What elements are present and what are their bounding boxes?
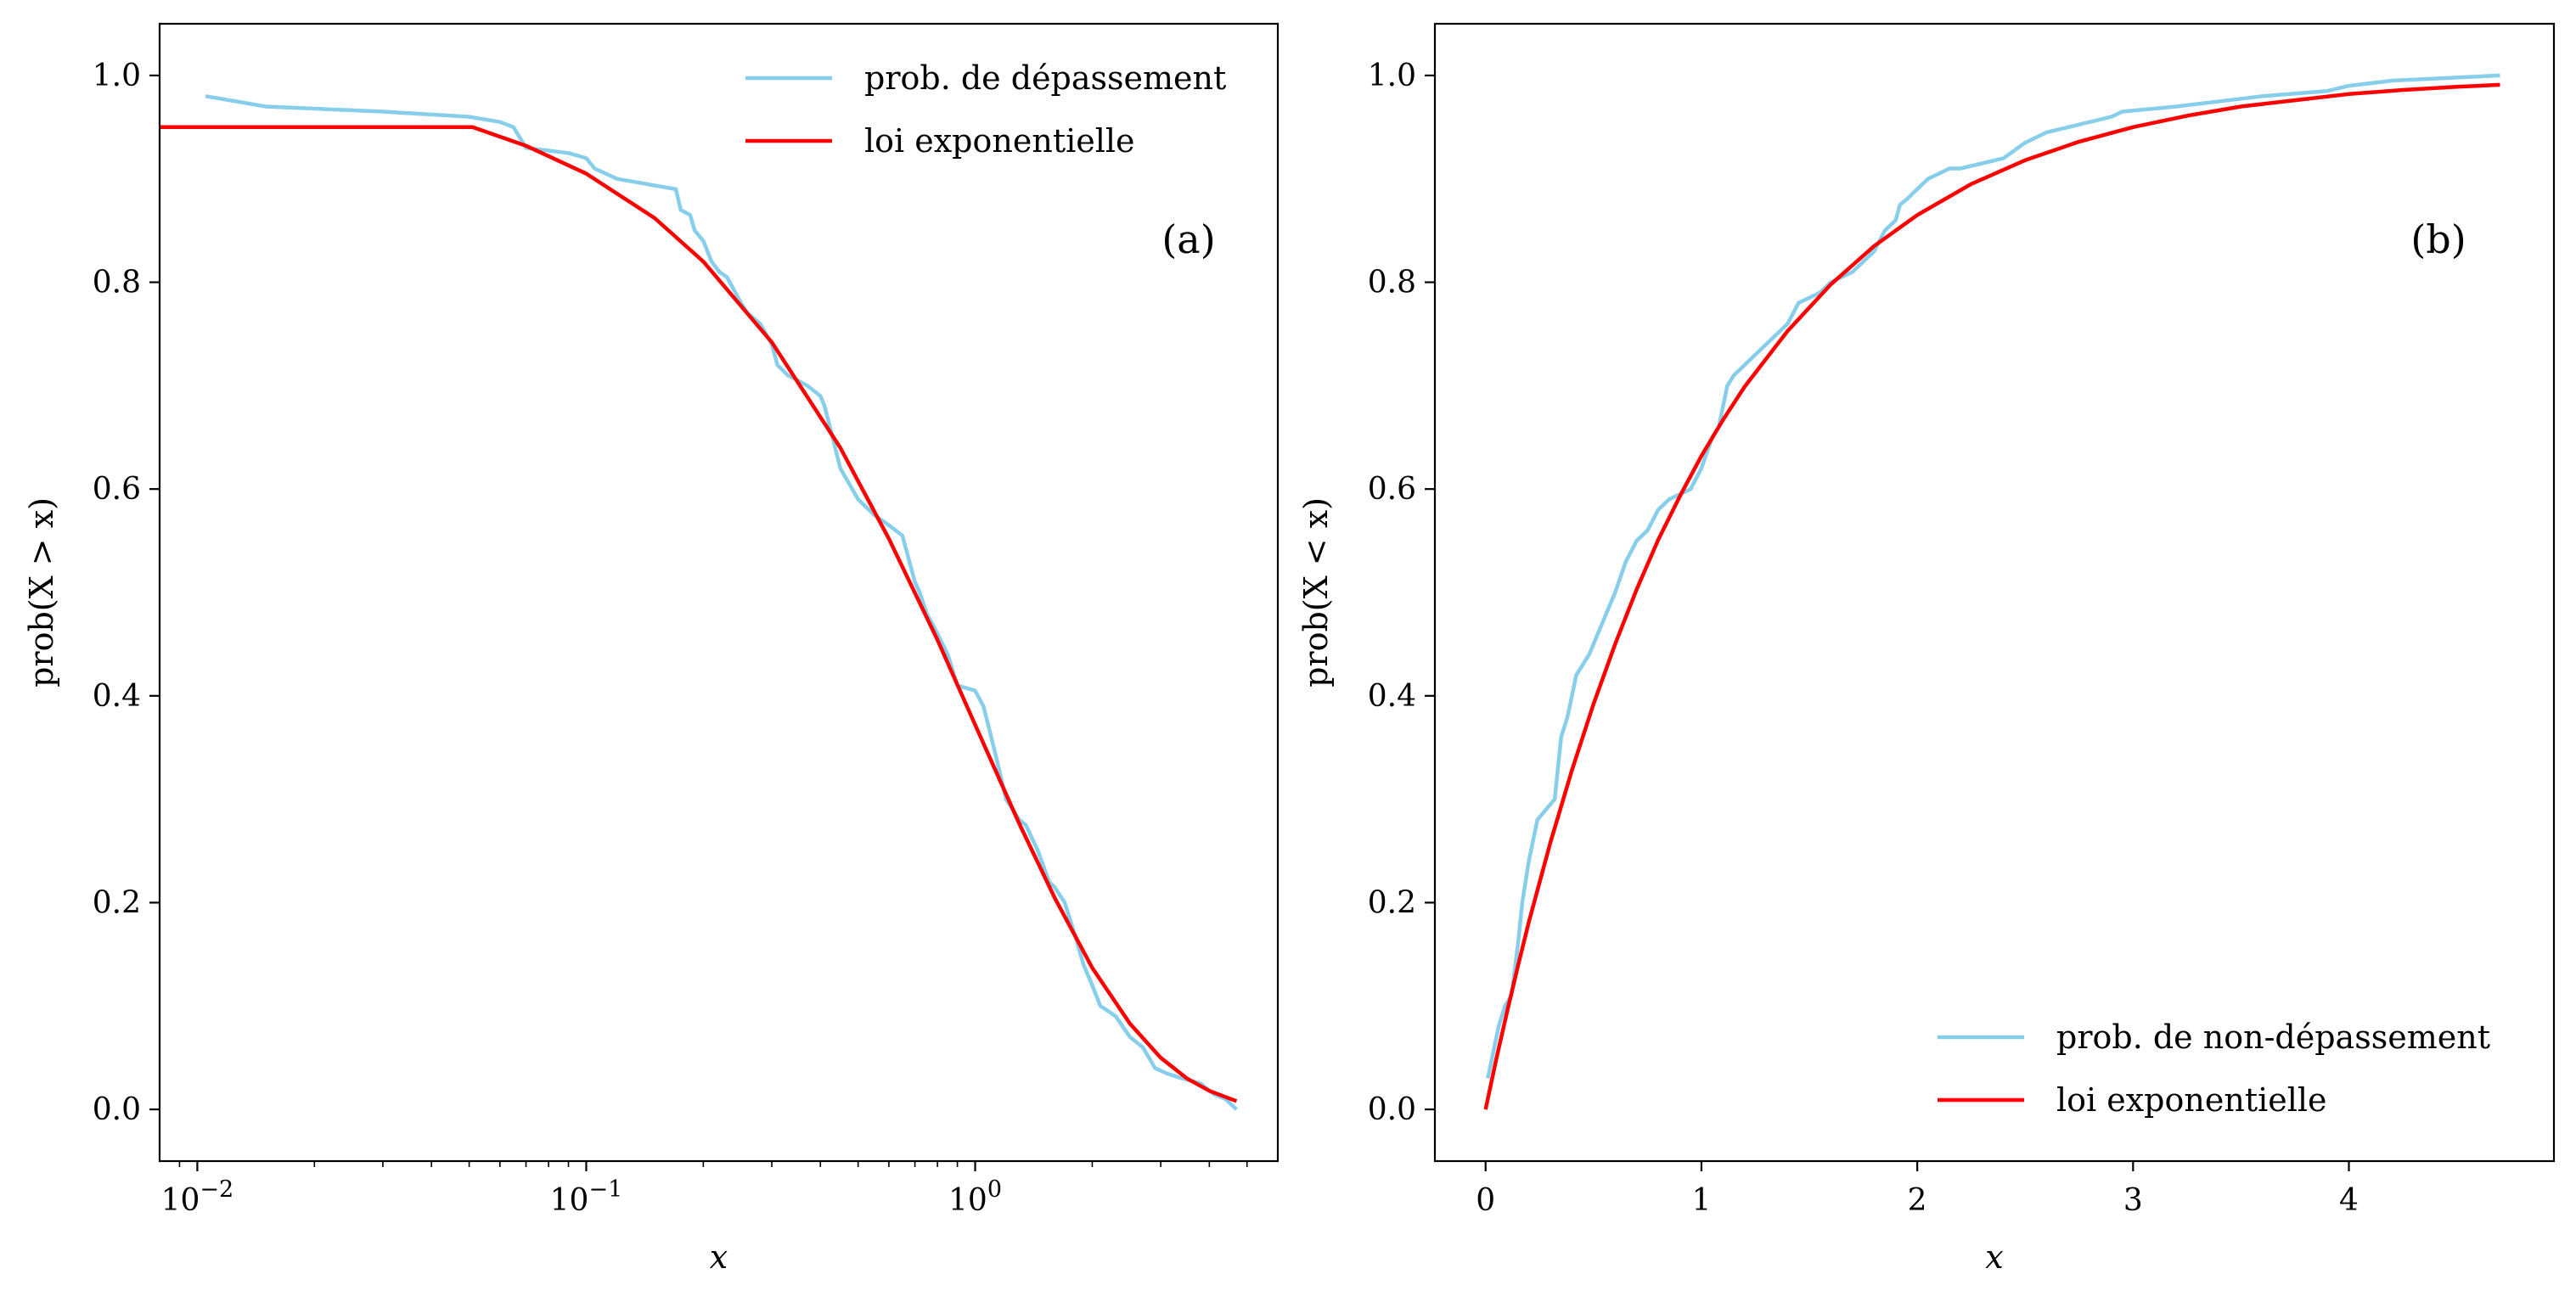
x-tick-label: 10−2	[161, 1176, 234, 1218]
x-tick-label: 2	[1908, 1183, 1927, 1218]
y-tick-label: 0.4	[93, 679, 141, 714]
panel-label: (b)	[2410, 216, 2466, 262]
y-axis-label: prob(X < x)	[1297, 497, 1335, 687]
x-tick-label: 100	[948, 1176, 1002, 1218]
legend-label: prob. de non-dépassement	[2056, 1019, 2490, 1056]
y-tick-label: 0.8	[93, 266, 141, 300]
y-tick-label: 0.4	[1368, 679, 1416, 714]
y-axis-label: prob(X > x)	[23, 497, 60, 687]
y-tick-label: 0.0	[93, 1092, 141, 1127]
panel-b: 0.0 0.2 0.4 0.6 0.8 1.0 0 1 2 3 4 x prob(X < x) (b) pr…	[1297, 22, 2556, 1276]
panel-label: (a)	[1161, 216, 1215, 262]
y-tick-label: 0.0	[1368, 1092, 1416, 1127]
x-tick-label: 3	[2123, 1183, 2143, 1218]
series-line-exponential	[1483, 82, 2500, 1110]
y-tick-label: 0.2	[1368, 885, 1416, 920]
legend-label: loi exponentielle	[864, 122, 1135, 160]
series-line-empirical	[205, 94, 1238, 1111]
x-axis-label: x	[710, 1238, 728, 1276]
legend-label: loi exponentielle	[2056, 1081, 2327, 1119]
y-tick-label: 1.0	[1368, 59, 1416, 93]
series-line-exponential	[160, 125, 1238, 1103]
y-tick-label: 0.8	[1368, 266, 1416, 300]
y-tick-label: 1.0	[93, 59, 141, 93]
axes-frame	[158, 22, 1280, 1163]
x-tick-label: 4	[2339, 1183, 2359, 1218]
x-tick-label: 1	[1691, 1183, 1711, 1218]
panel-a: 0.0 0.2 0.4 0.6 0.8 1.0 10−2 10−1 100 x prob(X > x…	[23, 22, 1280, 1276]
legend-label: prob. de dépassement	[864, 59, 1226, 97]
series-line-empirical	[1486, 73, 2500, 1079]
x-axis-label: x	[1985, 1238, 2003, 1276]
y-tick-label: 0.6	[93, 472, 141, 507]
axes-frame	[1433, 22, 2556, 1163]
x-tick-label: 0	[1476, 1183, 1495, 1218]
x-tick-label: 10−1	[550, 1176, 623, 1218]
y-tick-label: 0.6	[1368, 472, 1416, 507]
y-tick-label: 0.2	[93, 885, 141, 920]
